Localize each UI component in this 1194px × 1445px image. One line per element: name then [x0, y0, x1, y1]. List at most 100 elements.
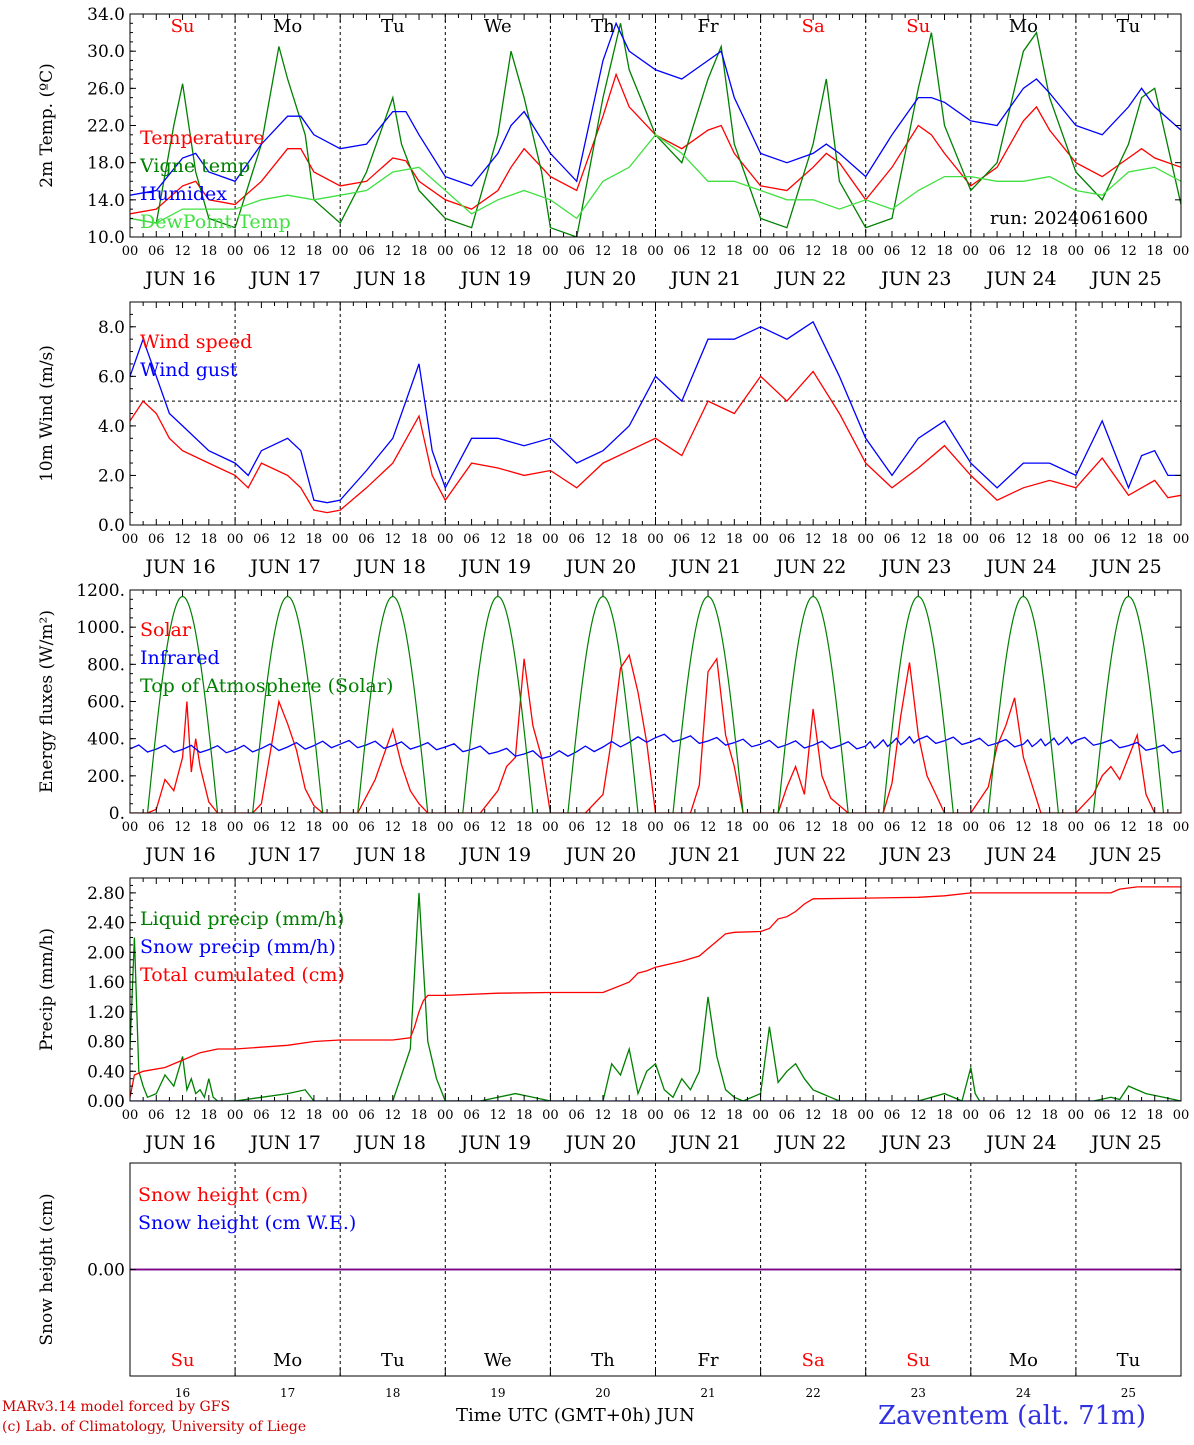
date-label: JUN 19	[459, 268, 531, 290]
date-label: JUN 18	[354, 556, 426, 578]
y-tick-label: 8.0	[98, 318, 125, 338]
hour-tick-label: 00	[752, 820, 769, 835]
series-line-toa	[567, 595, 639, 813]
hour-tick-label: 12	[1120, 244, 1137, 259]
hour-tick-label: 06	[674, 244, 691, 259]
copyright: (c) Lab. of Climatology, University of L…	[2, 1419, 307, 1435]
y-tick-label: 6.0	[98, 367, 125, 387]
hour-tick-label: 12	[174, 1108, 191, 1123]
hour-tick-label: 18	[1041, 532, 1058, 547]
hour-tick-label: 12	[174, 532, 191, 547]
hour-tick-label: 12	[595, 1108, 612, 1123]
day-number-label: 16	[175, 1386, 190, 1400]
date-label: JUN 18	[354, 268, 426, 290]
hour-tick-label: 06	[989, 532, 1006, 547]
hour-tick-label: 00	[437, 820, 454, 835]
hour-tick-label: 18	[1146, 1108, 1163, 1123]
hour-tick-label: 12	[279, 244, 296, 259]
hour-tick-label: 18	[1146, 820, 1163, 835]
y-tick-label: 2.40	[87, 914, 125, 934]
hour-tick-label: 06	[568, 1108, 585, 1123]
date-label: JUN 19	[459, 844, 531, 866]
y-tick-label: 2.00	[87, 943, 125, 963]
hour-tick-label: 06	[568, 820, 585, 835]
hour-tick-label: 18	[1146, 244, 1163, 259]
date-label: JUN 18	[354, 1132, 426, 1154]
hour-tick-label: 18	[936, 244, 953, 259]
hour-tick-label: 00	[963, 1108, 980, 1123]
hour-tick-label: 12	[1120, 1108, 1137, 1123]
hour-tick-label: 18	[621, 532, 638, 547]
date-label: JUN 25	[1089, 1132, 1161, 1154]
hour-tick-label: 18	[516, 1108, 533, 1123]
day-number-label: 20	[595, 1386, 610, 1400]
weekday-label: Sa	[802, 1350, 825, 1371]
day-number-label: 22	[806, 1386, 821, 1400]
series-line-toa	[777, 595, 849, 813]
hour-tick-label: 18	[411, 244, 428, 259]
hour-tick-label: 06	[779, 532, 796, 547]
date-label: JUN 24	[984, 556, 1056, 578]
hour-tick-label: 12	[490, 1108, 507, 1123]
date-label: JUN 22	[774, 1132, 846, 1154]
legend-item: Top of Atmosphere (Solar)	[140, 675, 393, 697]
hour-tick-label: 18	[726, 820, 743, 835]
legend-item: Wind gust	[140, 359, 238, 381]
hour-tick-label: 06	[1094, 532, 1111, 547]
legend-item: Infrared	[140, 647, 220, 669]
date-label: JUN 17	[248, 1132, 320, 1154]
hour-tick-label: 06	[463, 820, 480, 835]
series-line-toa	[462, 595, 534, 813]
hour-tick-label: 06	[253, 1108, 270, 1123]
hour-tick-label: 18	[726, 532, 743, 547]
weekday-label: Mo	[1009, 16, 1038, 37]
y-tick-label: 4.0	[98, 417, 125, 437]
hour-tick-label: 12	[1015, 532, 1032, 547]
hour-tick-label: 00	[542, 244, 559, 259]
hour-tick-label: 12	[805, 244, 822, 259]
y-tick-label: 0.80	[87, 1033, 125, 1053]
hour-tick-label: 06	[884, 820, 901, 835]
hour-tick-label: 00	[122, 532, 139, 547]
weekday-label: Mo	[1009, 1350, 1038, 1371]
day-number-label: 25	[1121, 1386, 1136, 1400]
day-number-label: 17	[280, 1386, 295, 1400]
hour-tick-label: 18	[936, 532, 953, 547]
hour-tick-label: 06	[989, 820, 1006, 835]
hour-tick-label: 18	[831, 820, 848, 835]
date-label: JUN 22	[774, 268, 846, 290]
hour-tick-label: 12	[910, 532, 927, 547]
panel-2: 0.0 2.0 4.0 6.0 8.0 10m Wind (m/s) Wind speed W…	[37, 301, 1189, 578]
y-tick-label: 1.60	[87, 973, 125, 993]
hour-tick-label: 12	[1120, 532, 1137, 547]
hour-tick-label: 12	[700, 532, 717, 547]
hour-tick-label: 00	[227, 244, 244, 259]
model-credit: MARv3.14 model forced by GFS	[2, 1399, 231, 1415]
hour-tick-label: 12	[279, 820, 296, 835]
hour-tick-label: 18	[621, 244, 638, 259]
hour-tick-label: 06	[463, 532, 480, 547]
weekday-label: Su	[171, 1350, 195, 1371]
day-number-label: 24	[1016, 1386, 1032, 1400]
time-axis-label: Time UTC (GMT+0h) JUN	[456, 1405, 695, 1426]
weekday-label: Tu	[1117, 16, 1141, 37]
hour-tick-label: 00	[857, 244, 874, 259]
date-label: JUN 17	[248, 268, 320, 290]
y-tick-label: 18.0	[87, 154, 125, 174]
hour-tick-label: 12	[595, 820, 612, 835]
hour-tick-label: 18	[936, 820, 953, 835]
date-label: JUN 21	[669, 1132, 741, 1154]
weekday-label: Su	[906, 1350, 930, 1371]
hour-tick-label: 00	[752, 1108, 769, 1123]
hour-tick-label: 12	[700, 244, 717, 259]
hour-tick-label: 00	[122, 820, 139, 835]
y-axis-label: Snow height (cm)	[37, 1193, 57, 1345]
weekday-label: We	[484, 1350, 512, 1371]
hour-tick-label: 12	[805, 1108, 822, 1123]
hour-tick-label: 06	[463, 244, 480, 259]
panel-3: 0. 200. 400. 600. 800. 1000. 1200. Energy fluxe…	[37, 581, 1189, 866]
hour-tick-label: 06	[568, 244, 585, 259]
hour-tick-label: 12	[595, 532, 612, 547]
hour-tick-label: 00	[857, 532, 874, 547]
hour-tick-label: 06	[989, 244, 1006, 259]
